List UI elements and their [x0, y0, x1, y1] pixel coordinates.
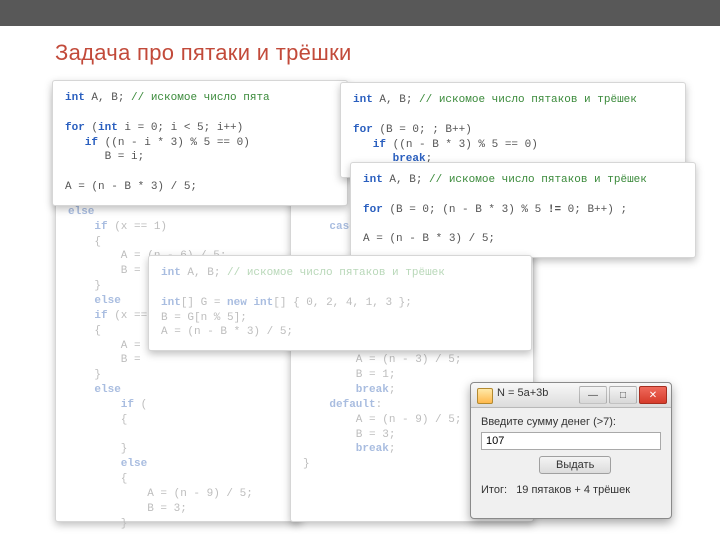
- result-value: 19 пятаков + 4 трёшек: [516, 484, 630, 496]
- close-button[interactable]: ✕: [639, 386, 667, 404]
- slide-title: Задача про пятаки и трёшки: [55, 40, 352, 66]
- code-overlay-4: int A, B; // искомое число пятаков и трё…: [148, 255, 532, 351]
- prompt-label: Введите сумму денег (>7):: [481, 416, 661, 428]
- window-icon: [477, 388, 493, 404]
- result-label: Итог:: [481, 484, 507, 496]
- window-title: N = 5a+3b: [497, 387, 548, 399]
- top-bar: [0, 0, 720, 26]
- maximize-button[interactable]: □: [609, 386, 637, 404]
- minimize-button[interactable]: —: [579, 386, 607, 404]
- amount-input[interactable]: [481, 432, 661, 450]
- submit-button[interactable]: Выдать: [539, 456, 611, 474]
- code-overlay-1: int A, B; // искомое число пята for (int…: [52, 80, 348, 206]
- app-window: N = 5a+3b — □ ✕ Введите сумму денег (>7)…: [470, 382, 672, 519]
- result-line: Итог: 19 пятаков + 4 трёшек: [481, 484, 661, 496]
- window-titlebar[interactable]: N = 5a+3b — □ ✕: [471, 383, 671, 408]
- slide: Задача про пятаки и трёшки int A, B; // …: [0, 0, 720, 540]
- code-overlay-3: int A, B; // искомое число пятаков и трё…: [350, 162, 696, 258]
